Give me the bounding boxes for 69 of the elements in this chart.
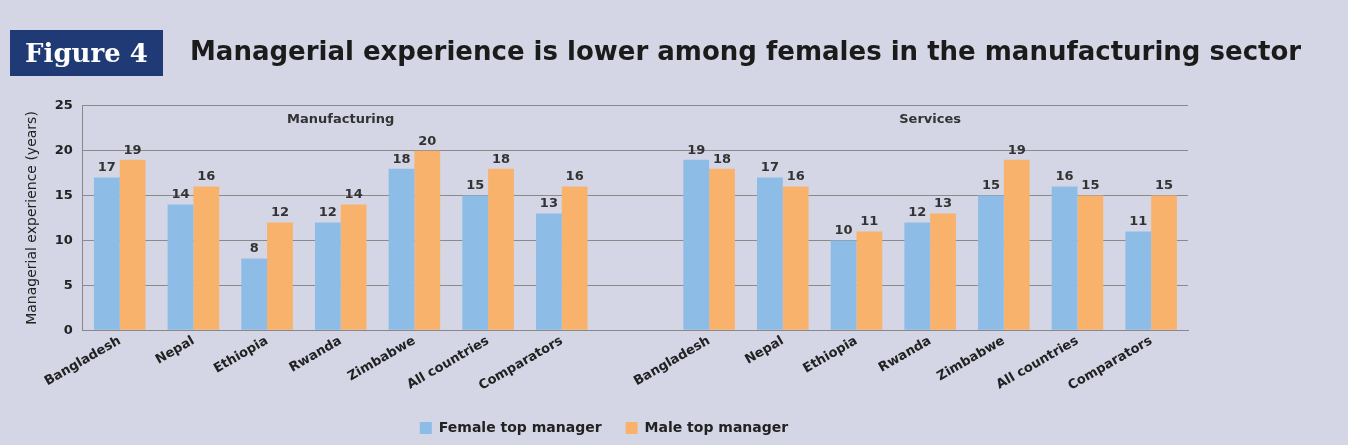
bar	[1077, 195, 1104, 330]
data-label: 11	[1129, 213, 1148, 229]
data-label: 15	[981, 177, 1000, 193]
data-label: 18	[491, 150, 511, 166]
bar	[93, 177, 120, 330]
data-label: 16	[197, 168, 216, 184]
bar	[757, 177, 783, 330]
legend-label: Male top manager	[644, 418, 789, 435]
bar	[1151, 195, 1177, 330]
data-label: 18	[392, 150, 411, 166]
data-label: 15	[466, 177, 485, 193]
data-label: 12	[908, 204, 927, 220]
y-tick-label: 0	[63, 321, 73, 337]
bar	[488, 168, 514, 330]
bar	[535, 213, 562, 330]
data-label: 12	[318, 204, 337, 220]
bar	[462, 195, 489, 330]
bar	[1051, 186, 1078, 330]
bar	[1003, 159, 1030, 330]
data-label: 17	[760, 159, 779, 175]
bar	[561, 186, 588, 330]
bar	[388, 168, 415, 330]
bar	[978, 195, 1004, 330]
data-label: 16	[786, 168, 805, 184]
bar	[830, 240, 857, 330]
data-label: 20	[418, 132, 437, 148]
bar	[193, 186, 220, 330]
data-label: 19	[687, 141, 706, 157]
y-tick-label: 5	[63, 276, 73, 292]
data-label: 14	[171, 186, 190, 202]
data-label: 18	[712, 150, 732, 166]
y-tick-label: 10	[54, 231, 73, 247]
data-label: 13	[933, 195, 953, 211]
caption: Figure 4	[10, 30, 163, 76]
bar	[340, 204, 367, 330]
bar	[683, 159, 710, 330]
data-label: 16	[1055, 168, 1074, 184]
bar	[167, 204, 194, 330]
data-label: 11	[860, 213, 879, 229]
legend-label: Female top manager	[438, 418, 602, 435]
annotation: Services	[899, 111, 962, 127]
data-label: 12	[270, 204, 290, 220]
data-label: 19	[123, 141, 142, 157]
bar	[782, 186, 809, 330]
data-label: 15	[1155, 177, 1174, 193]
chart-title: Managerial experience is lower among females in the manufacturing sector	[190, 36, 1302, 66]
bar	[904, 222, 931, 330]
data-label: 10	[834, 222, 853, 238]
bar	[314, 222, 341, 330]
y-axis-title: Managerial experience (years)	[23, 111, 40, 325]
y-tick-label: 15	[54, 186, 73, 202]
y-tick-label: 20	[54, 142, 73, 158]
bar	[119, 159, 146, 330]
data-label: 14	[344, 186, 363, 202]
bar	[856, 231, 883, 330]
bar	[267, 222, 293, 330]
bar	[930, 213, 956, 330]
data-label: 19	[1007, 141, 1026, 157]
data-label: 13	[539, 195, 558, 211]
data-label: 8	[249, 240, 259, 256]
data-label: 16	[565, 168, 584, 184]
bar	[1125, 231, 1152, 330]
y-tick-label: 25	[54, 97, 73, 113]
data-label: 15	[1081, 177, 1100, 193]
bar	[709, 168, 735, 330]
bar	[414, 150, 441, 330]
bar	[241, 258, 268, 330]
annotation: Manufacturing	[287, 111, 395, 127]
data-label: 17	[97, 159, 116, 175]
